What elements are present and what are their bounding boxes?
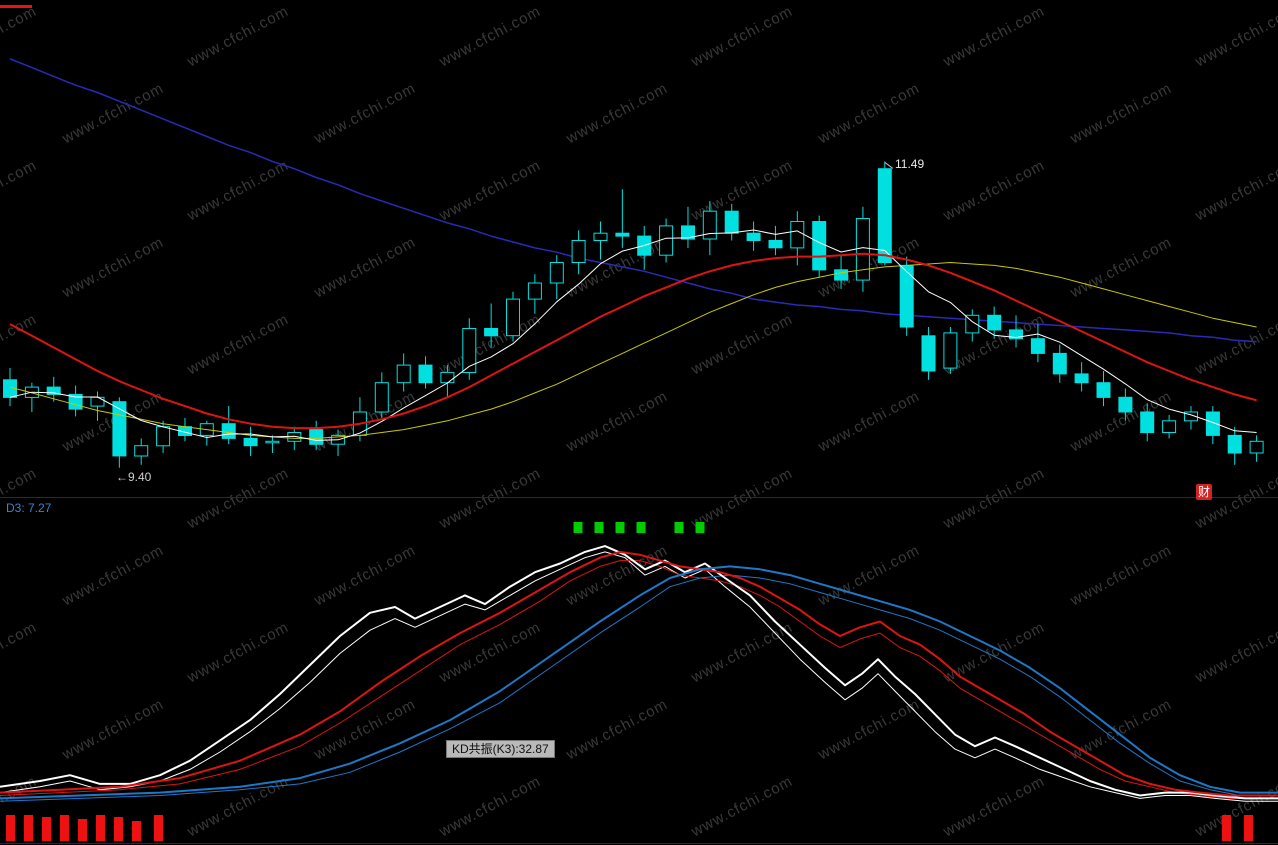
ma-long-red-line xyxy=(9,252,1257,430)
panel-separator xyxy=(0,497,1278,498)
red-volume-bars xyxy=(6,815,1253,841)
indicator-tooltip: KD共振(K3):32.87 xyxy=(446,740,555,758)
ma-short-white-line xyxy=(9,229,1257,441)
ma-longest-blue-line xyxy=(9,58,1257,343)
top-left-red-tick xyxy=(0,5,32,8)
high-price-label: 11.49 xyxy=(895,157,925,171)
ma-mid-yellow-line xyxy=(9,262,1257,439)
candlestick-series xyxy=(3,161,1264,468)
brand-badge: 财 xyxy=(1196,484,1212,500)
kd-indicator-lines xyxy=(0,545,1278,802)
low-price-label: ←9.40 xyxy=(116,470,152,484)
green-signal-markers xyxy=(573,522,705,533)
indicator-value-label: D3: 7.27 xyxy=(6,501,52,515)
price-annotations xyxy=(884,161,894,169)
bottom-border xyxy=(0,843,1278,844)
